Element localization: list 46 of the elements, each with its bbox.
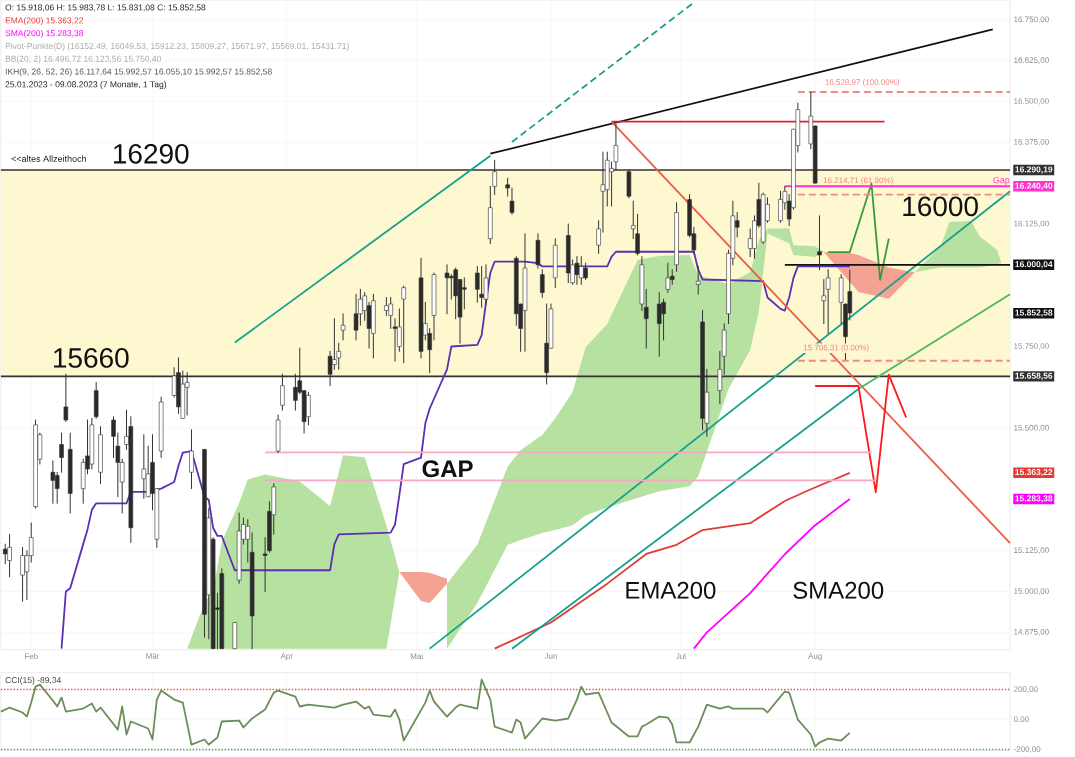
- annotation: O: 15.918,06 H: 15.983,78 L: 15.831,08 C: 15.852,58: [5, 4, 206, 12]
- candlestick: [695, 265, 701, 295]
- candlestick: [817, 215, 822, 270]
- candlestick: [574, 255, 580, 285]
- annotation: SMA200: [793, 581, 884, 599]
- candlestick: [50, 460, 56, 504]
- candlestick: [509, 187, 515, 215]
- candlestick: [401, 285, 406, 364]
- annotation: 15660: [54, 347, 129, 368]
- candlestick: [388, 296, 393, 329]
- candlestick: [141, 433, 147, 499]
- annotation: 16000: [903, 196, 978, 217]
- annotation: 16290: [113, 143, 189, 164]
- line-series: [0, 678, 851, 748]
- text: 15.852,58: [1015, 309, 1053, 317]
- candlestick: [540, 269, 545, 298]
- annotation: EMA200: [626, 581, 716, 599]
- candlestick: [444, 264, 450, 315]
- annotation: IKH(9, 26, 52, 26) 16.117,64 15.992,57 16.055,10 15.992,57 15.852,58: [5, 68, 272, 77]
- candlestick: [353, 293, 359, 341]
- candlestick: [2, 543, 8, 565]
- data-label: 16.240,40: [1015, 182, 1053, 190]
- data-label: 16.000,04: [1015, 260, 1053, 269]
- annotation: BB(20, 2) 16.496,72 16.123,56 15.750,40: [5, 55, 162, 64]
- annotation: GAP: [422, 460, 473, 478]
- annotation: CCI(15) -89,34: [5, 676, 62, 685]
- text: 15.283,38: [1015, 495, 1053, 503]
- candlestick: [189, 429, 194, 489]
- text: 15.363,22: [1015, 468, 1053, 477]
- candlestick: [483, 264, 489, 305]
- candlestick: [7, 533, 12, 578]
- candlestick: [340, 313, 346, 341]
- candlestick: [825, 269, 831, 334]
- annotation: 25.01.2023 - 09.08.2023 (7 Monate, 1 Tag): [5, 80, 167, 89]
- candlestick: [20, 546, 25, 602]
- line-series: [814, 373, 908, 493]
- annotation: Gap: [993, 176, 1010, 185]
- ref-line-label: 16.290,19: [1015, 166, 1053, 174]
- candlestick: [656, 291, 662, 357]
- annotation: SMA(200) 15.283,38: [5, 29, 84, 38]
- annotation: <<altes Allzeithoch: [11, 155, 86, 162]
- candlestick: [778, 190, 783, 223]
- ref-line-label: 15.658,56: [1015, 372, 1053, 380]
- annotation: Pivot-Punkte(D) (16152.49, 16049.53, 15912.23, 15809.27, 15671.97, 15569.01, 15431.71): [5, 42, 349, 51]
- annotation: EMA(200) 15.363,22: [5, 16, 84, 25]
- candlestick: [59, 432, 64, 473]
